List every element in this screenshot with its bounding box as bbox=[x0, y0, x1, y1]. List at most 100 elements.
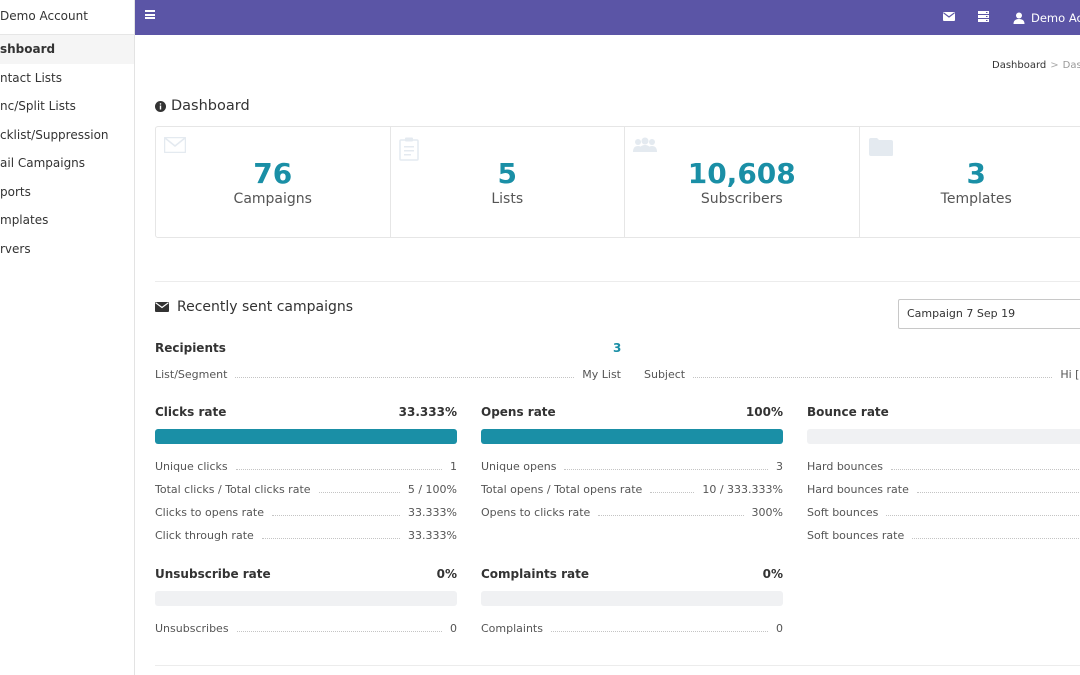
recent-campaigns-title: Recently sent campaigns bbox=[155, 299, 353, 315]
rate-title: Opens rate bbox=[481, 405, 556, 419]
sidebar-item-email-campaigns[interactable]: ail Campaigns bbox=[0, 149, 134, 178]
sidebar-item-reports[interactable]: ports bbox=[0, 178, 134, 207]
folder-icon bbox=[868, 138, 893, 156]
clipboard-icon bbox=[398, 137, 419, 161]
envelope-icon[interactable] bbox=[943, 12, 955, 21]
row-key: List/Segment bbox=[155, 368, 228, 381]
rate-title: Unsubscribe rate bbox=[155, 567, 271, 581]
complaints-rate-bar bbox=[481, 591, 783, 606]
row-value: 33.333% bbox=[408, 506, 457, 519]
complaints-rate-header: Complaints rate 0% bbox=[481, 567, 783, 583]
rate-row: Unique clicks 1 bbox=[155, 459, 457, 473]
sidebar-item-label: ail Campaigns bbox=[0, 156, 86, 171]
row-key: Unique opens bbox=[481, 460, 557, 473]
bounce-rate-bar bbox=[807, 429, 1080, 444]
breadcrumb-home[interactable]: Dashboard bbox=[992, 60, 1047, 71]
sidebar-account-name[interactable]: Demo Account bbox=[0, 0, 134, 35]
row-key: Click through rate bbox=[155, 529, 254, 542]
row-value: 33.333% bbox=[408, 529, 457, 542]
row-value: 1 bbox=[450, 460, 457, 473]
stat-value: 5 bbox=[497, 157, 517, 190]
clicks-rate-bar-fill bbox=[155, 429, 457, 444]
sidebar-item-contact-lists[interactable]: ntact Lists bbox=[0, 64, 134, 93]
rate-row: Total opens / Total opens rate 10 / 333.3… bbox=[481, 482, 783, 496]
row-key: Hard bounces bbox=[807, 460, 884, 473]
rate-value: 100% bbox=[745, 405, 783, 419]
stat-subscribers[interactable]: 10,608 Subscribers bbox=[625, 127, 860, 237]
sidebar-item-label: ntact Lists bbox=[0, 70, 63, 85]
opens-rate-header: Opens rate 100% bbox=[481, 405, 783, 421]
user-icon bbox=[1013, 12, 1025, 24]
envelope-icon bbox=[164, 137, 186, 153]
subject-row: Subject Hi [FN bbox=[644, 367, 1080, 381]
breadcrumb-separator: > bbox=[1050, 60, 1059, 71]
rate-value: 33.333% bbox=[398, 405, 457, 419]
opens-rate-bar-fill bbox=[481, 429, 783, 444]
rate-row: Unsubscribes 0 bbox=[155, 621, 457, 635]
unsubscribe-rate-bar bbox=[155, 591, 457, 606]
sidebar-item-label: rvers bbox=[0, 241, 31, 256]
rate-row: Soft bounces rate bbox=[807, 528, 1080, 542]
rate-row: Total clicks / Total clicks rate 5 / 100% bbox=[155, 482, 457, 496]
stat-label: Campaigns bbox=[233, 191, 312, 207]
rate-row: Click through rate 33.333% bbox=[155, 528, 457, 542]
row-key: Opens to clicks rate bbox=[481, 506, 591, 519]
stat-value: 76 bbox=[253, 157, 293, 190]
recent-campaigns-title-text: Recently sent campaigns bbox=[177, 299, 354, 315]
rate-title: Bounce rate bbox=[807, 405, 889, 419]
sidebar: Demo Account shboard ntact Lists nc/Spli… bbox=[0, 0, 135, 675]
sidebar-item-servers[interactable]: rvers bbox=[0, 235, 134, 264]
stat-value: 3 bbox=[966, 157, 986, 190]
row-key: Soft bounces rate bbox=[807, 529, 905, 542]
rate-row: Hard bounces rate bbox=[807, 482, 1080, 496]
user-menu[interactable]: Demo Acc bbox=[1013, 0, 1080, 35]
campaign-select[interactable]: Campaign 7 Sep 19 bbox=[898, 299, 1080, 329]
rate-title: Complaints rate bbox=[481, 567, 589, 581]
stat-label: Subscribers bbox=[700, 191, 783, 207]
row-value: 300% bbox=[751, 506, 783, 519]
stat-label: Lists bbox=[491, 191, 524, 207]
sidebar-item-sync-split-lists[interactable]: nc/Split Lists bbox=[0, 92, 134, 121]
stat-label: Templates bbox=[940, 191, 1012, 207]
sidebar-item-label: nc/Split Lists bbox=[0, 99, 76, 114]
stat-campaigns[interactable]: 76 Campaigns bbox=[156, 127, 391, 237]
row-key: Total clicks / Total clicks rate bbox=[155, 483, 311, 496]
sidebar-item-label: ports bbox=[0, 184, 31, 199]
row-key: Complaints bbox=[481, 622, 543, 635]
menu-toggle-icon[interactable] bbox=[145, 10, 155, 19]
users-icon bbox=[633, 137, 657, 152]
sidebar-item-blacklist-suppression[interactable]: cklist/Suppression bbox=[0, 121, 134, 150]
rate-row: Opens to clicks rate 300% bbox=[481, 505, 783, 519]
stat-value: 10,608 bbox=[687, 157, 796, 190]
rate-row: Clicks to opens rate 33.333% bbox=[155, 505, 457, 519]
bounce-rate-header: Bounce rate bbox=[807, 405, 1080, 421]
page-title-text: Dashboard bbox=[171, 98, 250, 114]
sidebar-item-dashboard[interactable]: shboard bbox=[0, 35, 134, 64]
row-key: Clicks to opens rate bbox=[155, 506, 265, 519]
row-key: Hard bounces rate bbox=[807, 483, 909, 496]
main-content: Dashboard>Dash Dashboard 76 Campaigns bbox=[135, 35, 1080, 675]
breadcrumb: Dashboard>Dash bbox=[992, 60, 1080, 71]
envelope-icon bbox=[155, 302, 169, 312]
row-key: Unsubscribes bbox=[155, 622, 229, 635]
row-key: Total opens / Total opens rate bbox=[481, 483, 643, 496]
row-value: 10 / 333.333% bbox=[702, 483, 783, 496]
sidebar-item-templates[interactable]: mplates bbox=[0, 206, 134, 235]
stat-templates[interactable]: 3 Templates bbox=[860, 127, 1080, 237]
rate-value: 0% bbox=[436, 567, 457, 581]
row-key: Unique clicks bbox=[155, 460, 228, 473]
list-segment-row: List/Segment My List bbox=[155, 367, 621, 381]
row-value: 0 bbox=[450, 622, 457, 635]
server-icon[interactable] bbox=[978, 11, 989, 22]
rate-row: Soft bounces bbox=[807, 505, 1080, 519]
sidebar-item-label: mplates bbox=[0, 213, 49, 228]
stat-lists[interactable]: 5 Lists bbox=[391, 127, 625, 237]
rate-title: Clicks rate bbox=[155, 405, 227, 419]
row-value: Hi [FN bbox=[1060, 368, 1080, 381]
stats-panel: 76 Campaigns 5 Lists 10,608 bbox=[155, 126, 1080, 238]
rate-row: Complaints 0 bbox=[481, 621, 783, 635]
top-bar: Demo Acc bbox=[135, 0, 1080, 35]
divider bbox=[155, 281, 1080, 282]
recipients-label: Recipients bbox=[155, 341, 226, 355]
page-title: Dashboard bbox=[155, 98, 250, 114]
